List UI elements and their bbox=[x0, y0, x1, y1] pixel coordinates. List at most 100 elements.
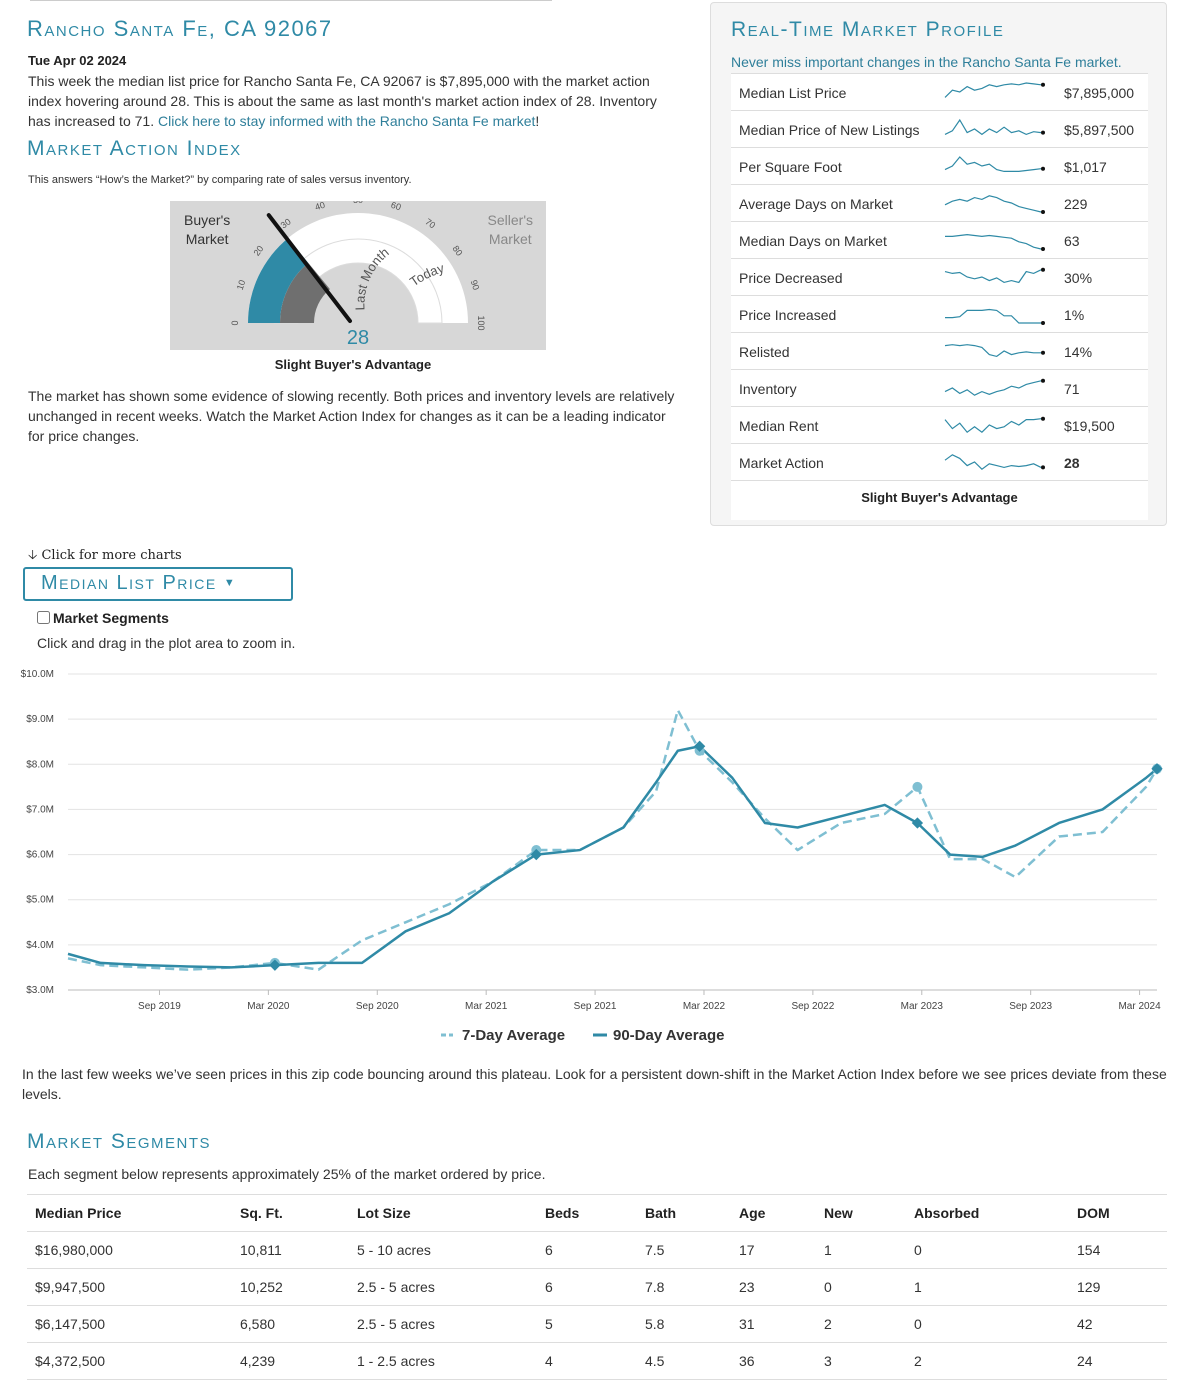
profile-row-value: 28 bbox=[1064, 455, 1080, 471]
market-profile-table: Median List Price $7,895,000 Median Price … bbox=[731, 73, 1148, 520]
y-tick-label: $5.0M bbox=[26, 895, 54, 906]
segments-cell: 7.5 bbox=[637, 1231, 731, 1269]
segments-row: $6,147,500 6,580 2.5 - 5 acres 5 5.8 31 2 0 42 bbox=[27, 1305, 1167, 1343]
profile-sparkline bbox=[945, 233, 1045, 251]
sparkline-path bbox=[945, 233, 1042, 250]
segments-cell: 4 bbox=[537, 1342, 637, 1380]
legend-90-day-label[interactable]: 90-Day Average bbox=[613, 1027, 724, 1044]
y-tick-label: $10.0M bbox=[21, 669, 54, 680]
segments-cell: 6 bbox=[537, 1231, 637, 1269]
profile-row: Price Increased 1% bbox=[731, 295, 1148, 332]
more-charts-hint[interactable]: 🡣 Click for more charts bbox=[28, 546, 182, 568]
segments-column-header: Age bbox=[731, 1194, 816, 1232]
profile-row-label: Median Price of New Listings bbox=[739, 122, 920, 138]
market-segments-toggle[interactable]: Market Segments bbox=[37, 610, 169, 626]
legend-7-day-label[interactable]: 7-Day Average bbox=[462, 1027, 565, 1044]
market-segments-checkbox[interactable] bbox=[37, 611, 50, 624]
segments-cell: 5.8 bbox=[637, 1305, 731, 1343]
segments-cell: 2.5 - 5 acres bbox=[349, 1305, 537, 1343]
profile-row: Price Decreased 30% bbox=[731, 258, 1148, 295]
segments-cell: 31 bbox=[731, 1305, 816, 1343]
profile-row-label: Median List Price bbox=[739, 85, 847, 101]
segments-header-row: Median Price Sq. Ft. Lot Size Beds Bath Age Ne… bbox=[27, 1194, 1167, 1232]
top-divider bbox=[30, 0, 552, 1]
market-segments-label: Market Segments bbox=[53, 610, 169, 626]
gauge-tick-label: 40 bbox=[314, 201, 327, 212]
gauge-needle bbox=[266, 213, 352, 323]
y-tick-label: $3.0M bbox=[26, 985, 54, 996]
gauge-dial: 0102030405060708090100 Last Month Today … bbox=[230, 201, 486, 349]
profile-row-label: Price Increased bbox=[739, 307, 837, 323]
series-90-day-marker bbox=[911, 817, 924, 829]
segments-cell: 6 bbox=[537, 1268, 637, 1306]
x-tick-label: Sep 2021 bbox=[574, 1001, 617, 1012]
segments-cell: 1 bbox=[906, 1268, 1069, 1306]
profile-sparkline bbox=[944, 195, 1045, 214]
segments-cell: 0 bbox=[906, 1305, 1069, 1343]
x-tick-label: Sep 2020 bbox=[356, 1001, 399, 1012]
y-tick-label: $8.0M bbox=[26, 759, 54, 770]
market-profile-subtitle[interactable]: Never miss important changes in the Ranc… bbox=[731, 54, 1122, 70]
link-suffix: ! bbox=[535, 113, 540, 129]
sparkline-end-dot bbox=[1041, 130, 1045, 135]
sparkline-path bbox=[944, 118, 1042, 136]
summary-text: This week the median list price for Ranc… bbox=[28, 73, 657, 129]
series-90-day-average bbox=[67, 744, 1158, 969]
profile-sparkline bbox=[944, 344, 1045, 358]
x-tick-label: Sep 2022 bbox=[791, 1001, 834, 1012]
profile-row: Relisted 14% bbox=[731, 332, 1148, 369]
y-tick-label: $7.0M bbox=[26, 804, 54, 815]
profile-row-label: Median Days on Market bbox=[739, 233, 887, 249]
profile-row: Median Rent $19,500 bbox=[731, 406, 1148, 443]
sparkline-end-dot bbox=[1041, 465, 1045, 470]
market-segments-description: Each segment below represents approximat… bbox=[28, 1166, 546, 1182]
profile-row-value: $5,897,500 bbox=[1064, 122, 1135, 138]
segments-cell: $16,980,000 bbox=[27, 1231, 232, 1269]
x-tick-label: Sep 2023 bbox=[1009, 1001, 1052, 1012]
segments-column-header: Median Price bbox=[27, 1194, 232, 1232]
market-action-description: This answers “How’s the Market?” by comp… bbox=[28, 174, 412, 186]
segments-column-header: Sq. Ft. bbox=[232, 1194, 349, 1232]
segments-cell: 5 bbox=[537, 1305, 637, 1343]
segments-cell: 1 - 2.5 acres bbox=[349, 1342, 537, 1380]
series-90-day-marker bbox=[1151, 763, 1163, 775]
sparkline-path bbox=[944, 269, 1042, 284]
sellers-label-line1: Seller's bbox=[487, 212, 533, 228]
sparkline-path bbox=[944, 195, 1042, 213]
segments-cell: 129 bbox=[1069, 1268, 1167, 1306]
sparkline-end-dot bbox=[1041, 267, 1045, 272]
x-tick-label: Sep 2019 bbox=[138, 1001, 181, 1012]
chart-type-dropdown[interactable]: Median List Price ▼ bbox=[23, 567, 293, 601]
profile-row-label: Per Square Foot bbox=[739, 159, 842, 175]
stay-informed-link[interactable]: Click here to stay informed with the Ran… bbox=[157, 113, 536, 129]
segments-cell: 24 bbox=[1069, 1342, 1167, 1380]
gauge-tick-label: 80 bbox=[451, 244, 465, 258]
sparkline-end-dot bbox=[1041, 166, 1045, 171]
profile-row: Average Days on Market 229 bbox=[731, 184, 1148, 221]
report-date: Tue Apr 02 2024 bbox=[28, 53, 127, 68]
x-tick-label: Mar 2024 bbox=[1118, 1001, 1161, 1012]
segments-cell: 5 - 10 acres bbox=[349, 1231, 537, 1269]
sparkline-path bbox=[944, 418, 1042, 434]
sparkline-end-dot bbox=[1041, 210, 1045, 214]
series-90-day-marker bbox=[269, 959, 281, 971]
market-profile-panel: Real-Time Market Profile Never miss impo… bbox=[710, 2, 1167, 526]
plateau-text: In the last few weeks we’ve seen prices … bbox=[22, 1066, 1167, 1102]
sparkline-end-dot bbox=[1041, 350, 1045, 355]
x-tick-label: Mar 2023 bbox=[901, 1001, 944, 1012]
median-list-price-chart[interactable]: $3.0M $4.0M $5.0M $6.0M $7.0M $8.0M $9.0M $10.0… bbox=[0, 660, 1181, 1050]
market-action-title: Market Action Index bbox=[27, 137, 242, 160]
market-analysis-text: The market has shown some evidence of sl… bbox=[28, 388, 675, 444]
more-charts-text: Click for more charts bbox=[41, 548, 182, 563]
profile-row-value: $1,017 bbox=[1064, 159, 1107, 175]
page-title: Rancho Santa Fe, CA 92067 bbox=[27, 16, 333, 41]
segments-cell: 6,580 bbox=[232, 1305, 349, 1343]
segments-column-header: Beds bbox=[537, 1194, 637, 1232]
profile-sparkline bbox=[944, 267, 1045, 284]
gauge-tick-label: 70 bbox=[423, 217, 437, 231]
segments-cell: 1 bbox=[816, 1231, 906, 1269]
gauge-tick-label: 60 bbox=[390, 201, 403, 212]
profile-row-value: 229 bbox=[1064, 196, 1088, 212]
profile-row-value: 30% bbox=[1064, 270, 1093, 286]
market-action-gauge: Buyer's Market Seller's Market 0 10 20 30 40… bbox=[170, 201, 546, 350]
